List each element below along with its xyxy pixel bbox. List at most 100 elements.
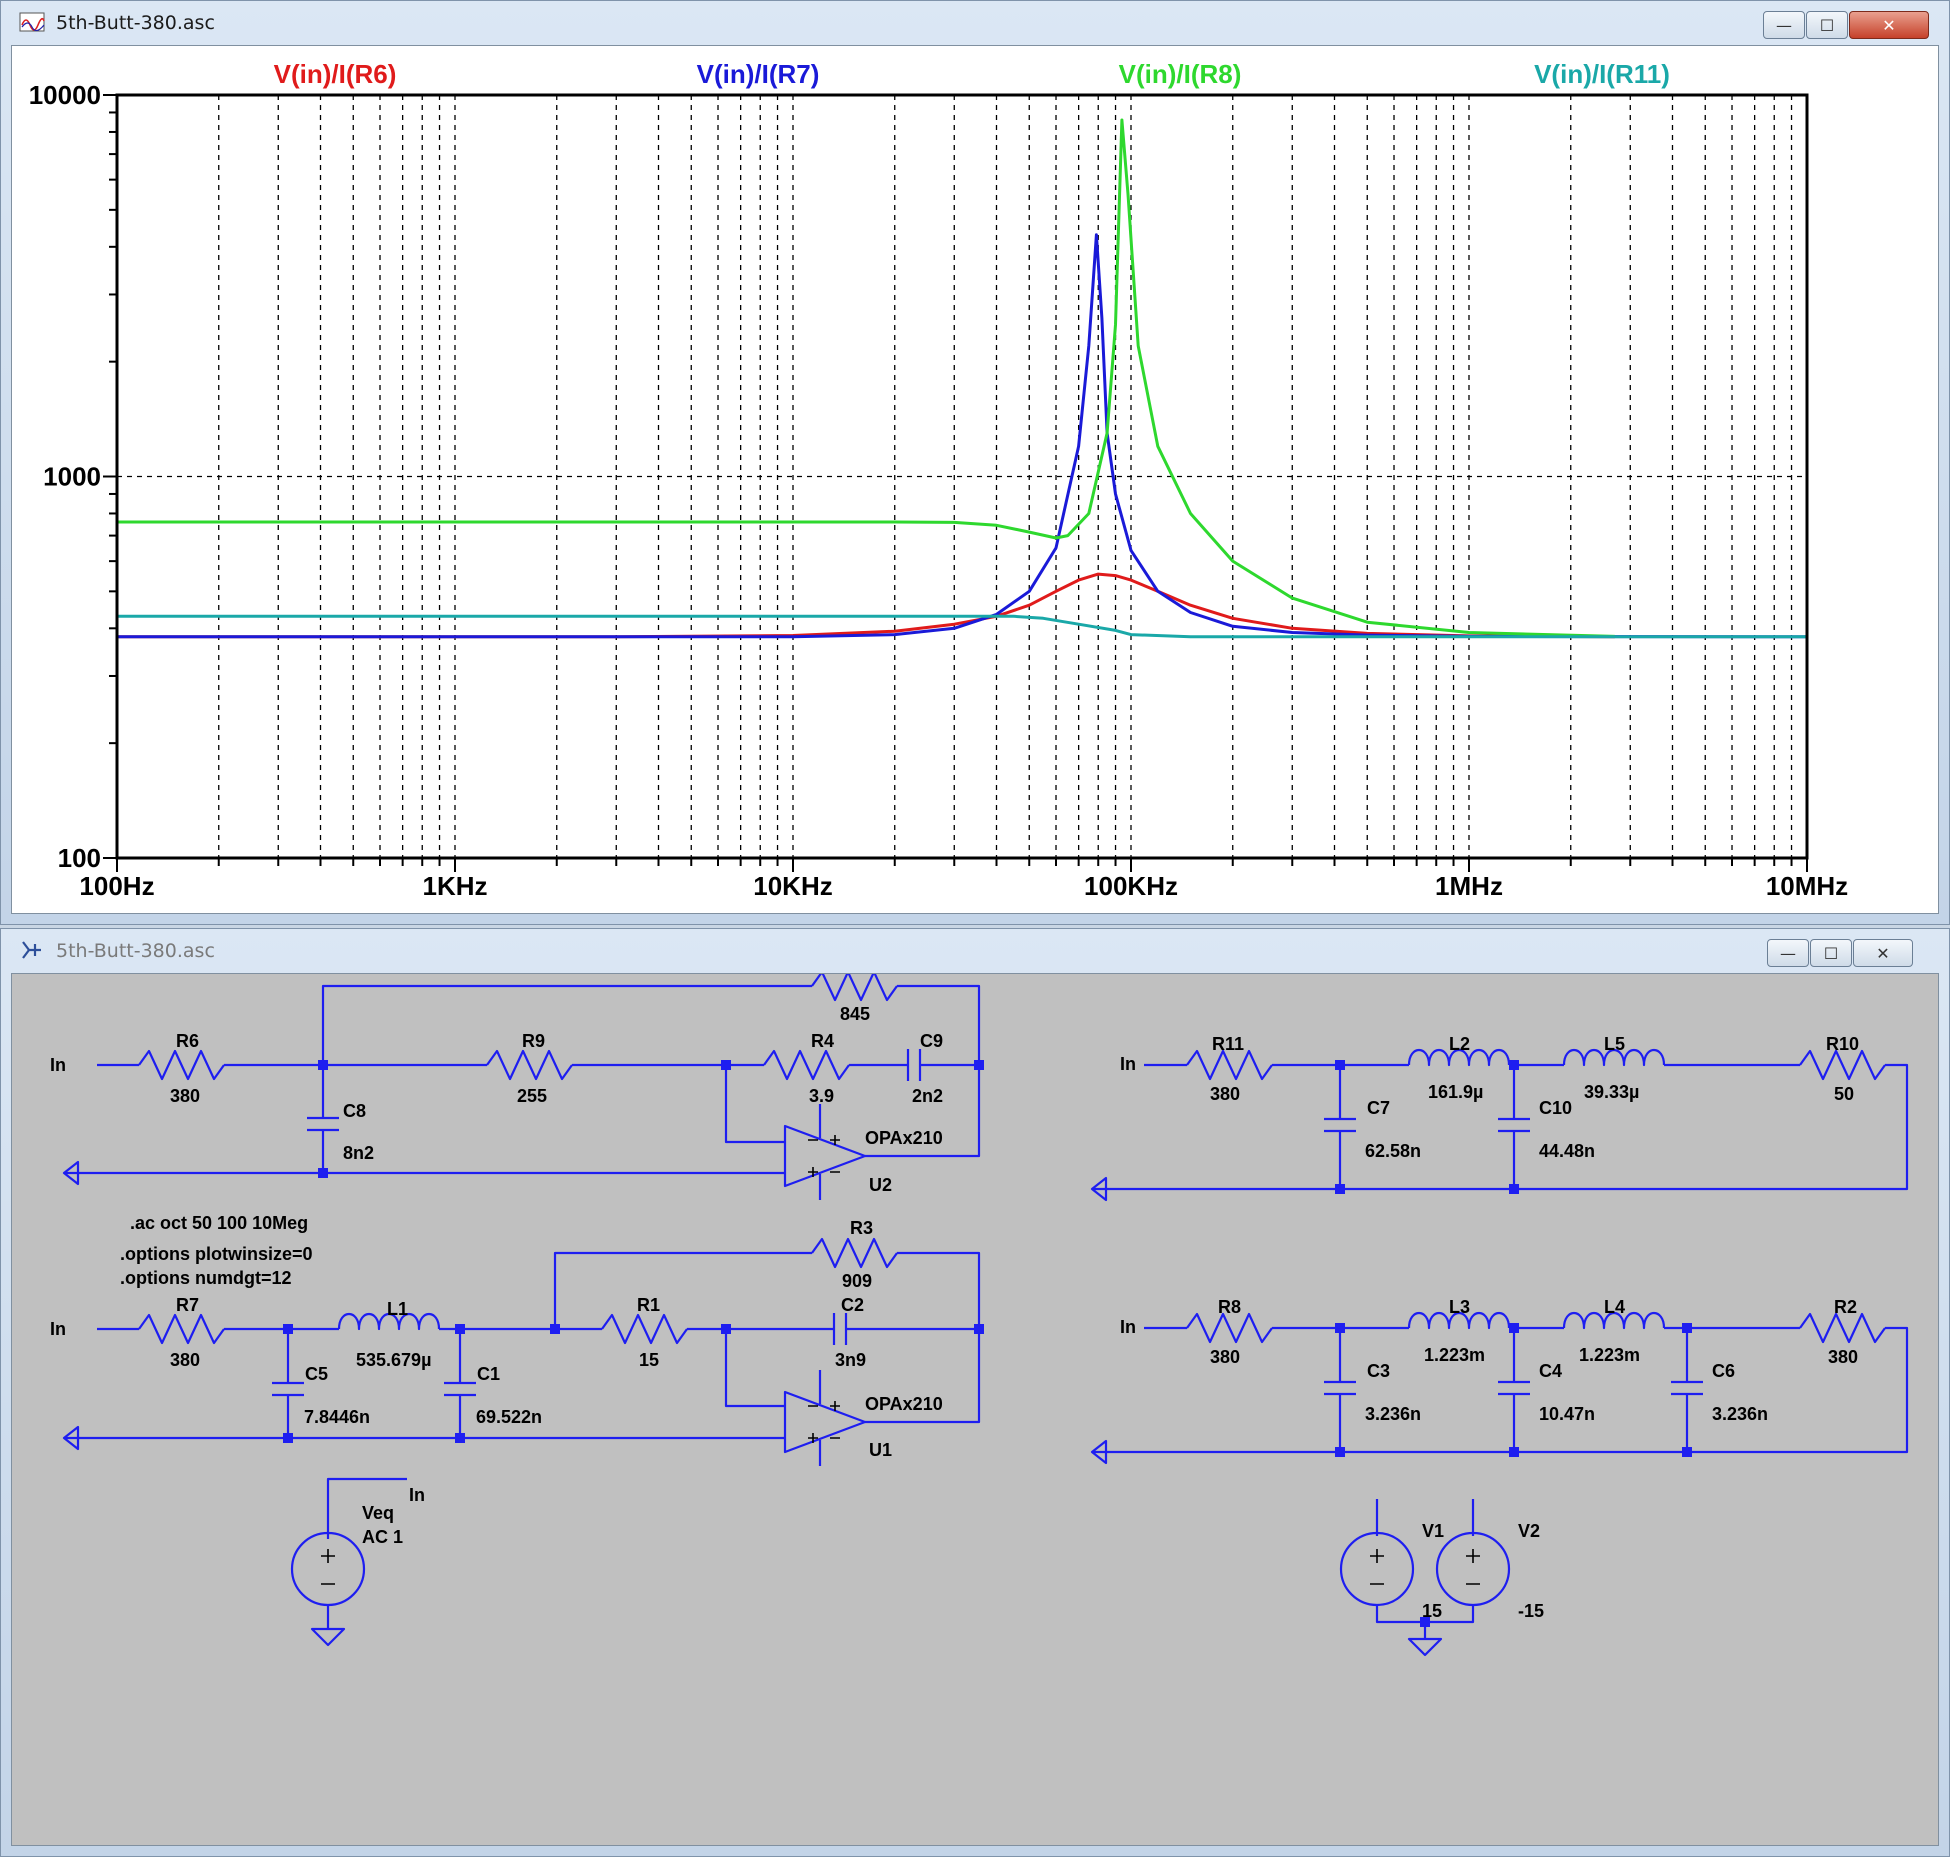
opamp-u2[interactable] <box>783 1104 867 1200</box>
value-r7: 380 <box>170 1350 200 1370</box>
capacitor-c8[interactable] <box>307 1116 339 1132</box>
inductor-l4[interactable] <box>1562 1311 1666 1330</box>
sim-directive[interactable]: .ac oct 50 100 10Meg <box>130 1213 308 1233</box>
label-r2: R2 <box>1834 1297 1857 1317</box>
waveform-icon <box>19 12 45 32</box>
capacitor-c2[interactable] <box>832 1313 848 1345</box>
label-c3: C3 <box>1367 1361 1390 1381</box>
trace-4[interactable] <box>117 614 1807 639</box>
plot-window-title: 5th-Butt-380.asc <box>56 12 215 34</box>
schematic-icon <box>22 941 41 959</box>
label-c5: C5 <box>305 1364 328 1384</box>
plot-window-titlebar[interactable]: 5th-Butt-380.asc — ☐ ✕ <box>1 1 1949 45</box>
junction <box>1509 1184 1519 1194</box>
junction <box>283 1433 293 1443</box>
label-l3: L3 <box>1449 1297 1470 1317</box>
label-c1: C1 <box>477 1364 500 1384</box>
inductor-l5[interactable] <box>1562 1048 1666 1067</box>
label-c2: C2 <box>841 1295 864 1315</box>
resistor-r3[interactable] <box>811 1237 898 1269</box>
plot-pane[interactable]: 100Hz 1KHz 10KHz 100KHz 1MHz 10MHz 10000 1000 10… <box>11 45 1939 914</box>
legend-entry[interactable]: V(in)/I(R6) <box>274 59 397 89</box>
value-r2: 380 <box>1828 1347 1858 1367</box>
schematic-canvas[interactable]: R5 845 In R6 380 R9 255 R4 3.9 C9 2n2 C8… <box>12 974 1940 1847</box>
label-in: In <box>409 1485 425 1505</box>
label-u1: U1 <box>869 1440 892 1460</box>
value-c10: 44.48n <box>1539 1141 1595 1161</box>
minimize-button[interactable]: — <box>1763 11 1805 39</box>
waveform-plot[interactable]: 100Hz 1KHz 10KHz 100KHz 1MHz 10MHz 10000 1000 10… <box>12 46 1940 915</box>
close-button[interactable]: ✕ <box>1853 939 1913 967</box>
label-in: In <box>1120 1317 1136 1337</box>
resistor-r1[interactable] <box>601 1313 688 1345</box>
label-l2: L2 <box>1449 1034 1470 1054</box>
trace-legend[interactable]: V(in)/I(R6) V(in)/I(R7) V(in)/I(R8) V(in)/I… <box>274 59 1670 89</box>
wire <box>865 984 981 1158</box>
voltage-source-v1[interactable] <box>1339 1531 1415 1607</box>
trace-3[interactable] <box>117 118 1615 638</box>
value-c6: 3.236n <box>1712 1404 1768 1424</box>
capacitor-c4[interactable] <box>1498 1380 1530 1396</box>
capacitor-c7[interactable] <box>1324 1117 1356 1133</box>
label-veq: Veq <box>362 1503 394 1523</box>
junction <box>550 1324 560 1334</box>
capacitor-c10[interactable] <box>1498 1117 1530 1133</box>
legend-entry[interactable]: V(in)/I(R8) <box>1119 59 1242 89</box>
capacitor-c9[interactable] <box>906 1049 922 1081</box>
junction <box>974 1060 984 1070</box>
minimize-button[interactable]: — <box>1767 939 1809 967</box>
schematic-window-titlebar[interactable]: 5th-Butt-380.asc — ☐ ✕ <box>1 929 1949 973</box>
wire <box>321 984 812 1065</box>
trace-2[interactable] <box>117 233 1808 639</box>
opamp-u1[interactable] <box>783 1370 867 1466</box>
voltage-source-v2[interactable] <box>1435 1531 1511 1607</box>
junction <box>1335 1447 1345 1457</box>
resistor-r5[interactable] <box>811 974 898 1002</box>
resistor-r8[interactable] <box>1186 1312 1273 1344</box>
legend-entry[interactable]: V(in)/I(R11) <box>1534 59 1670 89</box>
resistor-r10[interactable] <box>1799 1049 1886 1081</box>
sim-directive[interactable]: .options plotwinsize=0 <box>120 1244 313 1264</box>
capacitor-c1[interactable] <box>444 1381 476 1397</box>
resistor-r2[interactable] <box>1799 1312 1886 1344</box>
legend-entry[interactable]: V(in)/I(R7) <box>697 59 820 89</box>
trace-1[interactable] <box>117 572 1615 639</box>
voltage-source-veq[interactable] <box>290 1531 366 1607</box>
x-tick-label: 1KHz <box>422 871 487 901</box>
close-button[interactable]: ✕ <box>1849 11 1929 39</box>
value-v2: -15 <box>1518 1601 1544 1621</box>
junction <box>455 1433 465 1443</box>
maximize-button[interactable]: ☐ <box>1806 11 1848 39</box>
resistor-r6[interactable] <box>138 1049 225 1081</box>
label-in: In <box>50 1055 66 1075</box>
wire <box>865 1251 981 1424</box>
value-c9: 2n2 <box>912 1086 943 1106</box>
wire <box>326 1477 407 1539</box>
label-c8: C8 <box>343 1101 366 1121</box>
y-tick-label: 10000 <box>29 80 101 110</box>
inductor-l2[interactable] <box>1407 1048 1511 1067</box>
inductor-l3[interactable] <box>1407 1311 1511 1330</box>
capacitor-c6[interactable] <box>1671 1380 1703 1396</box>
label-v2: V2 <box>1518 1521 1540 1541</box>
value-r11: 380 <box>1210 1084 1240 1104</box>
schematic-pane[interactable]: R5 845 In R6 380 R9 255 R4 3.9 C9 2n2 C8… <box>11 973 1939 1846</box>
resistor-r11[interactable] <box>1186 1049 1273 1081</box>
x-tick-label: 10MHz <box>1766 871 1848 901</box>
resistor-r4[interactable] <box>763 1049 850 1081</box>
x-tick-label: 100Hz <box>79 871 154 901</box>
maximize-button[interactable]: ☐ <box>1810 939 1852 967</box>
inductor-l1[interactable] <box>337 1312 441 1331</box>
resistor-r7[interactable] <box>138 1313 225 1345</box>
label-c6: C6 <box>1712 1361 1735 1381</box>
capacitor-c5[interactable] <box>272 1381 304 1397</box>
plot-window: 5th-Butt-380.asc — ☐ ✕ 100Hz 1KHz 10KHz 100… <box>0 0 1950 925</box>
resistor-r9[interactable] <box>486 1049 573 1081</box>
capacitor-c3[interactable] <box>1324 1380 1356 1396</box>
model-u2: OPAx210 <box>865 1128 943 1148</box>
value-l3: 1.223m <box>1424 1345 1485 1365</box>
value-c7: 62.58n <box>1365 1141 1421 1161</box>
x-tick-label: 10KHz <box>753 871 832 901</box>
sim-directive[interactable]: .options numdgt=12 <box>120 1268 292 1288</box>
source-polarity <box>321 1549 335 1585</box>
